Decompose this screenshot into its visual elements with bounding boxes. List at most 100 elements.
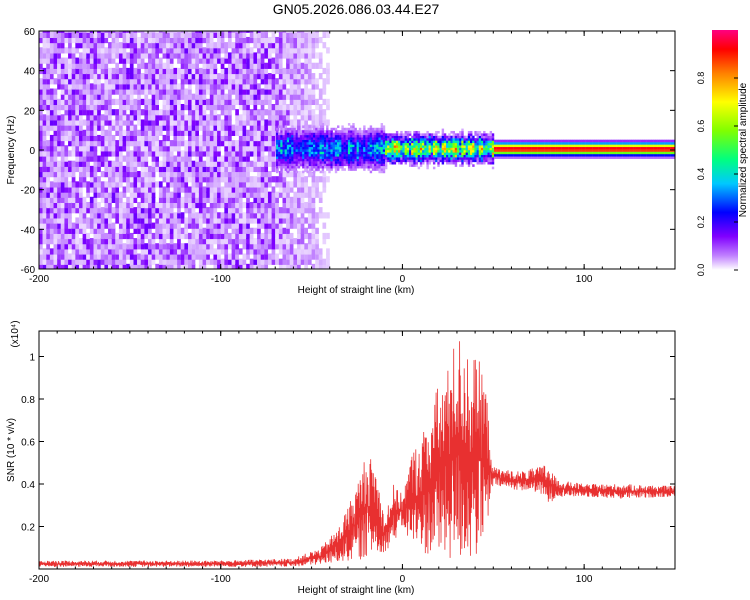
heatmap-cell: [126, 134, 130, 142]
heatmap-cell: [75, 73, 80, 80]
heatmap-cell: [191, 150, 196, 157]
heatmap-cell: [46, 31, 50, 33]
heatmap-cell: [337, 146, 340, 150]
heatmap-cell: [235, 62, 239, 69]
heatmap-cell: [42, 232, 47, 240]
heatmap-cell: [249, 36, 254, 44]
heatmap-cell: [235, 176, 239, 183]
heatmap-cell: [378, 130, 381, 133]
heatmap-cell: [184, 150, 189, 157]
heatmap-cell: [332, 158, 336, 162]
heatmap-cell: [104, 263, 109, 269]
heatmap-cell: [271, 114, 276, 121]
heatmap-cell: [459, 133, 462, 136]
heatmap-cell: [347, 142, 351, 145]
heatmap-cell: [293, 149, 296, 152]
heatmap-cell: [326, 73, 330, 80]
heatmap-cell: [133, 145, 138, 152]
heatmap-cell: [144, 78, 149, 85]
heatmap-cell: [326, 78, 330, 85]
heatmap-cell: [60, 78, 65, 85]
heatmap-cell: [166, 253, 170, 260]
heatmap-cell: [53, 155, 58, 162]
heatmap-cell: [108, 217, 112, 224]
heatmap-cell: [257, 145, 261, 152]
heatmap-cell: [188, 176, 192, 183]
heatmap-cell: [82, 150, 87, 157]
heatmap-cell: [300, 201, 305, 209]
heatmap-cell: [173, 98, 178, 106]
heatmap-cell: [282, 93, 287, 100]
heatmap-cell: [49, 124, 54, 131]
heatmap-cell: [158, 217, 163, 224]
heatmap-cell: [424, 159, 427, 163]
heatmap-cell: [304, 93, 309, 100]
heatmap-cell: [198, 93, 203, 100]
heatmap-cell: [162, 191, 167, 198]
heatmap-cell: [347, 163, 351, 167]
heatmap-cell: [89, 207, 94, 214]
heatmap-cell: [235, 36, 239, 44]
heatmap-cell: [206, 73, 210, 80]
heatmap-cell: [299, 132, 303, 136]
heatmap-cell: [53, 67, 58, 75]
heatmap-cell: [104, 222, 109, 229]
heatmap-cell: [376, 130, 379, 133]
heatmap-cell: [278, 144, 281, 148]
heatmap-cell: [278, 114, 283, 121]
heatmap-cell: [46, 201, 50, 209]
heatmap-cell: [480, 157, 484, 160]
heatmap-cell: [108, 263, 112, 269]
heatmap-cell: [86, 201, 90, 209]
heatmap-cell: [476, 150, 479, 153]
heatmap-cell: [374, 130, 377, 133]
heatmap-cell: [89, 176, 94, 183]
heatmap-cell: [140, 31, 145, 33]
heatmap-cell: [393, 138, 397, 141]
heatmap-cell: [275, 146, 279, 150]
heatmap-cell: [49, 217, 54, 224]
heatmap-cell: [315, 212, 319, 219]
heatmap-cell: [188, 217, 192, 224]
heatmap-cell: [306, 163, 309, 167]
heatmap-cell: [202, 150, 207, 157]
heatmap-cell: [257, 150, 261, 157]
heatmap-cell: [315, 238, 319, 245]
heatmap-cell: [280, 137, 283, 140]
heatmap-cell: [155, 62, 159, 69]
heatmap-cell: [118, 165, 123, 173]
heatmap-cell: [220, 57, 225, 64]
heatmap-cell: [271, 103, 276, 111]
heatmap-cell: [367, 151, 370, 155]
heatmap-cell: [470, 157, 473, 160]
heatmap-cell: [459, 150, 462, 153]
heatmap-cell: [393, 135, 397, 139]
heatmap-cell: [64, 124, 69, 131]
heatmap-cell: [450, 154, 453, 158]
heatmap-cell: [220, 140, 225, 147]
heatmap-cell: [387, 159, 390, 163]
heatmap-cell: [224, 248, 229, 255]
heatmap-cell: [328, 149, 331, 152]
heatmap-cell: [267, 134, 272, 142]
heatmap-cell: [235, 217, 239, 224]
heatmap-cell: [291, 137, 294, 140]
heatmap-cell: [213, 191, 218, 198]
heatmap-cell: [400, 135, 403, 139]
heatmap-cell: [217, 57, 221, 64]
heatmap-cell: [173, 47, 178, 54]
heatmap-cell: [71, 196, 76, 204]
heatmap-cell: [86, 31, 90, 38]
heatmap-cell: [140, 160, 145, 167]
heatmap-cell: [350, 130, 353, 133]
heatmap-cell: [278, 165, 281, 169]
heatmap-cell: [322, 78, 327, 85]
heatmap-cell: [380, 163, 384, 167]
heatmap-cell: [286, 42, 290, 49]
heatmap-cell: [293, 196, 298, 204]
heatmap-cell: [75, 217, 80, 224]
heatmap-cell: [313, 142, 316, 145]
heatmap-cell: [282, 158, 285, 162]
heatmap-cell: [365, 137, 368, 140]
heatmap-cell: [53, 109, 58, 116]
